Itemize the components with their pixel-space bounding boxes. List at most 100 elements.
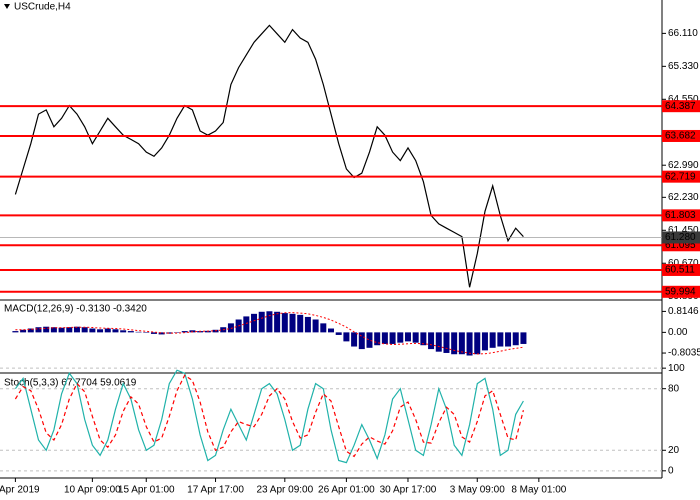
x-tick-label: 15 Apr 01:00	[118, 485, 175, 496]
macd-bar	[243, 316, 250, 333]
macd-bar	[181, 331, 188, 333]
x-tick-label: 5 Apr 2019	[0, 485, 40, 496]
y-tick-label: 0.00	[668, 327, 688, 338]
level-label: 61.095	[665, 240, 696, 251]
y-tick-label: 100	[668, 363, 685, 374]
level-label-box	[662, 170, 700, 183]
macd-bar	[397, 332, 404, 343]
y-tick-label: 60.670	[668, 258, 699, 269]
y-tick-label: 65.330	[668, 61, 699, 72]
level-label: 59.994	[665, 286, 696, 297]
macd-bar	[58, 327, 65, 333]
macd-bar	[120, 330, 127, 333]
y-tick-label: 61.450	[668, 225, 699, 236]
macd-bar	[381, 332, 388, 344]
level-label: 63.682	[665, 131, 696, 142]
macd-bar	[166, 332, 173, 334]
macd-bar	[66, 327, 73, 333]
y-tick-label: 0	[668, 465, 674, 476]
macd-bar	[428, 332, 435, 350]
symbol-icon	[4, 4, 10, 9]
macd-bar	[12, 331, 19, 333]
macd-bar	[497, 332, 504, 347]
macd-bar	[474, 332, 481, 355]
macd-bar	[520, 332, 527, 344]
macd-bar	[189, 330, 196, 333]
macd-bar	[150, 332, 157, 334]
macd-bar	[112, 329, 119, 333]
x-tick-label: 10 Apr 09:00	[64, 485, 121, 496]
macd-bar	[81, 327, 88, 333]
macd-bar	[251, 313, 258, 333]
macd-bar	[127, 331, 134, 333]
y-tick-label: 80	[668, 383, 680, 394]
macd-bar	[304, 316, 311, 333]
macd-bar	[50, 327, 57, 333]
level-label: 60.511	[665, 265, 695, 276]
macd-bar	[289, 313, 296, 333]
macd-bar	[512, 332, 519, 346]
chart-title: USCrude,H4	[14, 2, 71, 13]
macd-bar	[412, 332, 419, 343]
macd-bar	[281, 313, 288, 333]
macd-bar	[435, 332, 442, 352]
y-tick-label: 64.550	[668, 94, 699, 105]
macd-bar	[227, 323, 234, 333]
y-tick-label: 62.230	[668, 192, 699, 203]
indicator-title: MACD(12,26,9) -0.3130 -0.3420	[4, 304, 147, 315]
x-tick-label: 17 Apr 17:00	[187, 485, 244, 496]
y-tick-label: 0.8146	[668, 306, 699, 317]
macd-bar	[266, 311, 273, 333]
macd-bar	[443, 332, 450, 353]
macd-bar	[135, 331, 142, 333]
series-line	[15, 312, 524, 355]
y-tick-label: 62.990	[668, 160, 699, 171]
macd-bar	[43, 326, 50, 333]
series-line	[14, 369, 524, 464]
series-line	[14, 24, 524, 288]
macd-bar	[335, 332, 342, 335]
indicator-title: Stoch(5,3,3) 67.7704 59.0619	[4, 378, 137, 389]
macd-bar	[27, 328, 34, 333]
macd-bar	[312, 319, 319, 333]
macd-bar	[158, 332, 165, 335]
x-tick-label: 26 Apr 01:00	[318, 485, 375, 496]
macd-bar	[297, 314, 304, 333]
level-label-box	[662, 209, 700, 222]
macd-bar	[20, 329, 27, 333]
macd-bar	[320, 323, 327, 333]
x-tick-label: 8 May 01:00	[511, 485, 566, 496]
macd-bar	[420, 332, 427, 346]
x-tick-label: 3 May 09:00	[450, 485, 505, 496]
macd-bar	[343, 332, 350, 342]
last-price-label: 61.280	[665, 232, 696, 243]
level-label-box	[662, 263, 700, 276]
series-line	[14, 374, 524, 458]
macd-bar	[389, 332, 396, 344]
macd-bar	[258, 311, 265, 333]
macd-bar	[481, 332, 488, 351]
y-tick-label: -0.8035	[668, 348, 700, 359]
macd-bar	[35, 327, 42, 333]
macd-bar	[351, 332, 358, 347]
macd-bar	[358, 332, 365, 350]
macd-bar	[374, 332, 381, 346]
y-tick-label: 20	[668, 445, 680, 456]
level-label: 61.803	[665, 210, 696, 221]
level-label: 62.719	[665, 171, 696, 182]
macd-bar	[366, 332, 373, 348]
macd-bar	[143, 332, 150, 333]
macd-bar	[274, 311, 281, 333]
level-label-box	[662, 285, 700, 298]
x-tick-label: 30 Apr 17:00	[380, 485, 437, 496]
x-tick-label: 23 Apr 09:00	[256, 485, 313, 496]
macd-bar	[505, 332, 512, 347]
y-tick-label: 66.110	[668, 28, 698, 39]
level-label-box	[662, 129, 700, 142]
macd-bar	[451, 332, 458, 355]
macd-bar	[73, 326, 80, 333]
macd-bar	[404, 332, 411, 342]
macd-bar	[89, 328, 96, 333]
